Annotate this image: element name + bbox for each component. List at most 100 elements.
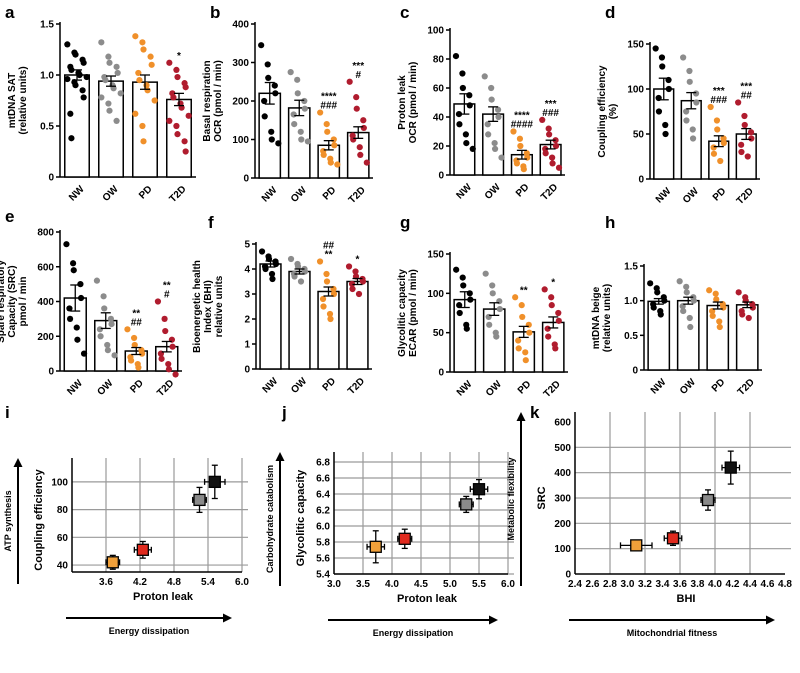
x-tick-label: 2.4 — [568, 579, 582, 590]
data-point — [741, 112, 748, 120]
data-point — [76, 71, 83, 79]
data-point — [294, 90, 301, 97]
x-tick-label: 4.6 — [761, 579, 775, 590]
bar-OW — [288, 270, 311, 370]
data-point — [455, 111, 463, 118]
data-point — [363, 159, 370, 166]
data-point — [130, 334, 138, 342]
data-point — [489, 282, 496, 289]
category-label: T2D — [155, 378, 176, 399]
category-label: OW — [681, 185, 701, 205]
bar-PD — [317, 290, 340, 370]
panel-letter-f: f — [208, 213, 214, 232]
panel-letter-k: k — [530, 403, 540, 422]
data-point — [720, 139, 727, 147]
data-point — [709, 312, 716, 320]
y-tick-label: 5 — [244, 240, 250, 251]
y-tick-label: 2 — [244, 315, 250, 326]
data-point — [80, 94, 87, 101]
marker-PD — [369, 540, 382, 553]
data-point — [268, 128, 275, 135]
data-point — [706, 287, 713, 294]
y-outer-label: Carbohydrate catabolism — [265, 465, 275, 573]
data-point — [748, 135, 755, 142]
data-point — [258, 248, 266, 255]
data-point — [481, 73, 488, 80]
y-tick-label: 150 — [427, 250, 444, 261]
y-tick-label: 100 — [427, 289, 444, 300]
data-point — [165, 360, 172, 368]
y-axis-label: mtDNA SAT — [7, 73, 18, 129]
category-label: NW — [455, 378, 475, 398]
panel-i: i 40 60 80 100 3.6 4.2 4.8 5.4 6.0 Coupling effici… — [3, 403, 249, 636]
y-axis-label: Index (BHI) — [203, 280, 214, 333]
data-point — [485, 131, 492, 138]
y-axis-label: (relative units) — [18, 66, 29, 134]
data-point — [143, 82, 150, 89]
data-point — [301, 97, 308, 105]
data-point — [519, 313, 526, 321]
data-point — [552, 142, 560, 150]
data-point — [526, 329, 533, 336]
y-tick-label: 200 — [37, 332, 54, 343]
y-tick-label: 1.0 — [40, 71, 54, 82]
data-point — [135, 364, 142, 371]
data-point — [713, 117, 721, 124]
data-point — [72, 82, 79, 89]
data-point — [140, 138, 147, 145]
data-point — [272, 260, 280, 268]
y-tick-label: 0.5 — [624, 331, 638, 342]
y-arrow-head — [275, 452, 285, 461]
data-point — [331, 142, 338, 149]
data-point — [139, 122, 146, 130]
data-point — [111, 352, 118, 359]
significance-label: ## — [741, 91, 753, 102]
data-point — [297, 278, 305, 285]
x-axis-label: Proton leak — [397, 593, 458, 605]
data-point — [466, 92, 473, 99]
y-outer-label: ATP synthesis — [3, 490, 13, 551]
x-tick-label: 4.4 — [743, 579, 757, 590]
data-point — [323, 278, 331, 285]
category-label: PD — [710, 377, 728, 395]
y-tick-label: 400 — [232, 20, 249, 31]
significance-label: *** — [740, 82, 752, 93]
data-point — [713, 296, 720, 303]
data-point — [459, 70, 466, 77]
data-point — [348, 280, 356, 288]
data-point — [67, 110, 74, 117]
data-point — [745, 314, 752, 322]
data-point — [69, 260, 77, 267]
x-tick-label: 4.5 — [414, 579, 428, 590]
data-point — [298, 136, 305, 143]
bar-T2D — [166, 98, 192, 178]
y-tick-label: 150 — [627, 40, 644, 51]
y-tick-label: 0 — [438, 368, 444, 379]
data-point — [707, 103, 714, 111]
y-tick-label: 80 — [57, 505, 69, 516]
y-tick-label: 6.4 — [316, 490, 330, 501]
data-point — [301, 105, 308, 112]
data-point — [665, 85, 672, 93]
significance-label: #### — [511, 120, 534, 131]
significance-label: ## — [131, 317, 143, 328]
significance-label: * — [177, 51, 181, 62]
significance-label: ### — [320, 101, 337, 112]
y-axis-label: Coupling efficiency — [597, 65, 608, 158]
data-point — [720, 304, 727, 311]
data-point — [158, 355, 165, 362]
x-tick-label: 4.2 — [133, 577, 147, 588]
x-tick-label: 2.6 — [586, 579, 600, 590]
category-label: NW — [65, 377, 85, 397]
y-axis-label: Proton leak — [397, 75, 408, 130]
category-label: PD — [321, 185, 339, 203]
data-point — [139, 39, 146, 46]
data-point — [346, 78, 353, 85]
x-tick-label: 3.6 — [673, 579, 687, 590]
y-tick-label: 600 — [554, 418, 571, 429]
y-axis-label: Spare respiratory — [0, 260, 7, 343]
data-point — [494, 106, 502, 113]
significance-label: *** — [352, 61, 364, 72]
data-point — [271, 82, 278, 89]
data-point — [107, 315, 115, 322]
